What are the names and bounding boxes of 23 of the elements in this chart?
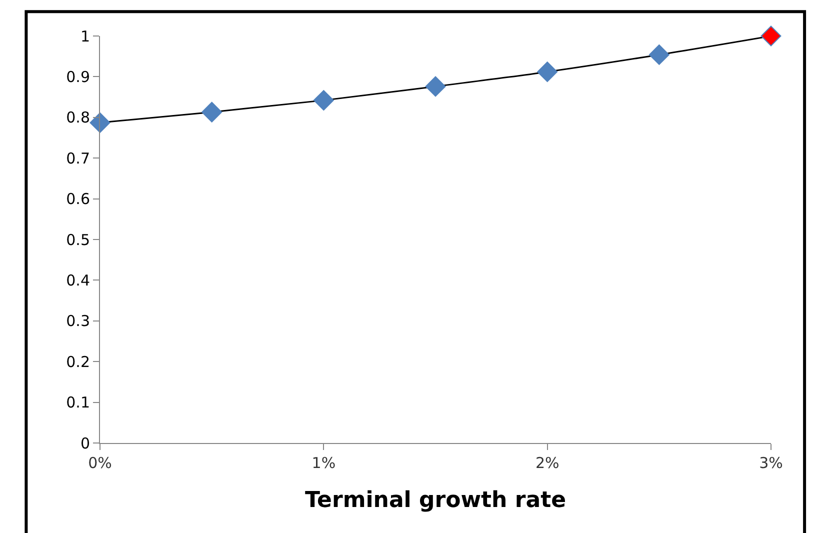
y-tick-label: 0.7 bbox=[66, 149, 90, 168]
point bbox=[202, 102, 222, 122]
x-axis-title: Terminal growth rate bbox=[304, 488, 566, 513]
y-tick-label: 0.4 bbox=[66, 271, 90, 290]
y-tick-label: 0.2 bbox=[66, 352, 90, 371]
point bbox=[425, 76, 446, 97]
y-tick-label: 0.3 bbox=[66, 312, 90, 330]
point bbox=[90, 112, 110, 133]
y-tick-label: 0.8 bbox=[66, 108, 90, 127]
point bbox=[313, 90, 334, 111]
y-tick-label: 0.9 bbox=[66, 68, 90, 86]
x-tick-label: 3% bbox=[759, 454, 783, 472]
point bbox=[537, 62, 558, 82]
y-tick-label: 0.5 bbox=[66, 230, 90, 249]
x-tick-label: 0% bbox=[88, 454, 112, 472]
y-tick-label: 1 bbox=[80, 27, 90, 46]
y-tick-label: 0.6 bbox=[66, 190, 90, 208]
point bbox=[760, 26, 782, 46]
x-tick-label: 1% bbox=[312, 454, 336, 472]
x-tick-label: 2% bbox=[535, 454, 560, 472]
y-tick-label: 0 bbox=[80, 434, 90, 452]
point bbox=[648, 44, 670, 65]
y-tick-label: 0.1 bbox=[66, 394, 90, 412]
